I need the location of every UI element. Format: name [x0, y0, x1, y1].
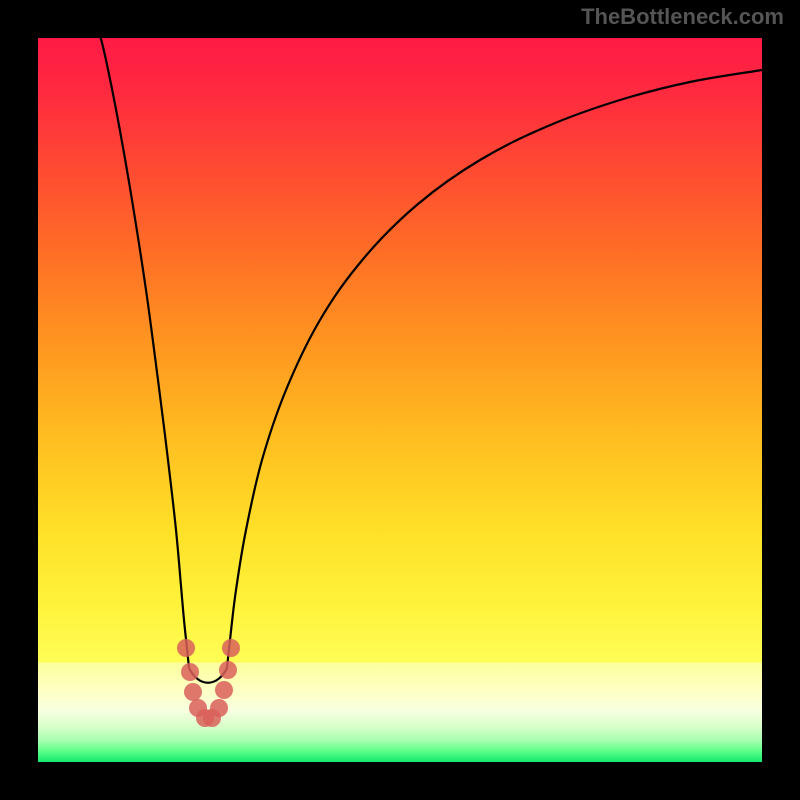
- valley-marker: [181, 663, 199, 681]
- curve-overlay: [0, 0, 800, 800]
- bottleneck-curve: [227, 70, 762, 668]
- watermark-text: TheBottleneck.com: [581, 4, 784, 30]
- bottleneck-curve: [98, 27, 189, 668]
- valley-marker: [177, 639, 195, 657]
- valley-marker: [215, 681, 233, 699]
- valley-marker: [184, 683, 202, 701]
- valley-marker: [222, 639, 240, 657]
- valley-marker: [219, 661, 237, 679]
- valley-marker: [210, 699, 228, 717]
- plot-frame: [0, 0, 800, 800]
